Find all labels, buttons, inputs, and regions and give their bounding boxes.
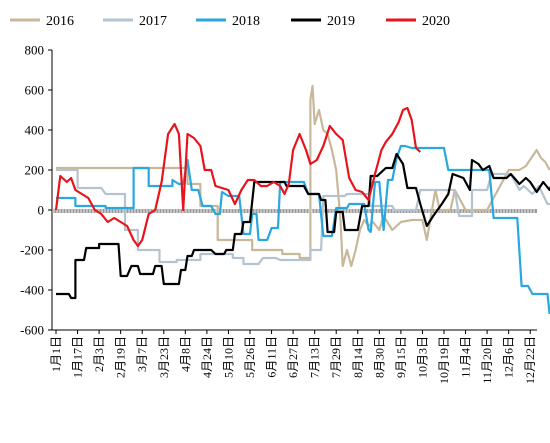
x-tick-label: 12月22日 <box>523 336 537 384</box>
x-tick-label: 4月24日 <box>200 336 214 378</box>
zero-axis-band <box>52 209 537 213</box>
x-tick-label: 7月13日 <box>308 336 322 378</box>
x-tick-label: 11月4日 <box>459 336 473 378</box>
y-tick-label: 0 <box>38 203 45 218</box>
x-tick-label: 7月29日 <box>329 336 343 378</box>
x-tick-label: 1月1日 <box>49 336 63 372</box>
x-tick-label: 2月3日 <box>92 336 106 372</box>
y-tick-label: -400 <box>20 283 44 298</box>
x-tick-label: 4月8日 <box>178 336 192 372</box>
series-line-2020 <box>54 106 422 248</box>
x-tick-label: 5月10日 <box>221 336 235 378</box>
y-tick-label: 600 <box>25 83 45 98</box>
x-tick-label: 9月15日 <box>394 336 408 378</box>
x-tick-label: 8月14日 <box>351 336 365 378</box>
x-tick-label: 6月27日 <box>286 336 300 378</box>
y-axis: 800 600 400 200 0 -200 -400 -600 <box>20 43 537 338</box>
series-line-2017 <box>56 168 550 266</box>
x-tick-label: 2月19日 <box>114 336 128 378</box>
x-tick-label: 12月6日 <box>502 336 516 378</box>
x-tick-label: 10月3日 <box>415 336 429 378</box>
x-tick-label: 3月23日 <box>157 336 171 378</box>
x-tick-label: 10月19日 <box>437 336 451 384</box>
x-tick-label: 3月7日 <box>135 336 149 372</box>
legend-label-2019: 2019 <box>327 14 355 29</box>
series-line-2019 <box>56 152 550 300</box>
y-tick-label: -600 <box>20 323 44 338</box>
legend-label-2018: 2018 <box>232 14 260 29</box>
x-tick-label: 11月20日 <box>480 336 494 384</box>
x-tick-label: 1月17日 <box>71 336 85 378</box>
x-axis: 1月1日 1月17日 2月3日 2月19日 3月7日 3月23日 4月8日 4月24日 5月10… <box>49 330 537 384</box>
x-tick-label: 8月30日 <box>372 336 386 378</box>
legend-label-2020: 2020 <box>422 14 450 29</box>
legend: 2016 2017 2018 2019 2020 <box>10 14 450 29</box>
y-tick-label: 400 <box>25 123 45 138</box>
x-tick-label: 5月26日 <box>243 336 257 378</box>
y-tick-label: 200 <box>25 163 45 178</box>
x-tick-label: 6月11日 <box>265 336 279 378</box>
legend-label-2016: 2016 <box>46 14 74 29</box>
series-group <box>54 84 550 315</box>
y-tick-label: -200 <box>20 243 44 258</box>
series-line-2016 <box>56 84 550 268</box>
legend-label-2017: 2017 <box>139 14 167 29</box>
y-tick-label: 800 <box>25 43 45 58</box>
